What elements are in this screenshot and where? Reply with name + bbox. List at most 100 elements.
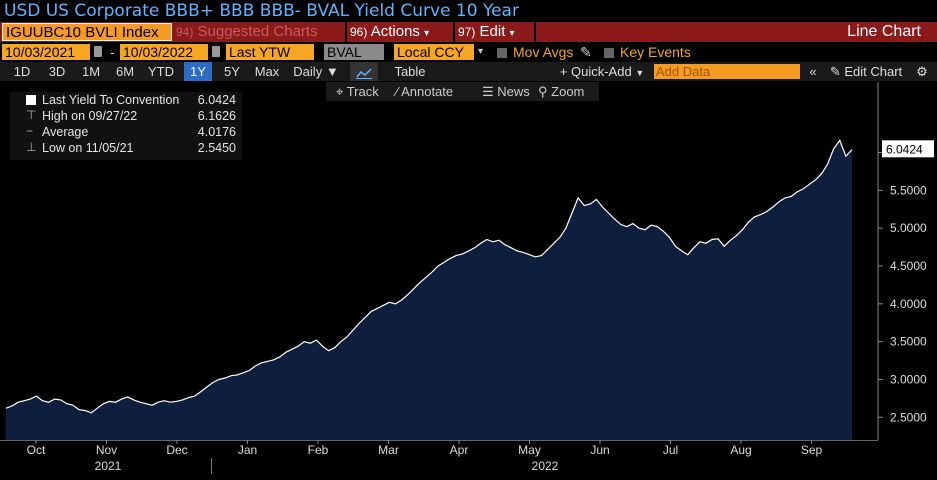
year-label: 2021 <box>95 459 122 473</box>
annotate-button[interactable]: ∕ Annotate <box>396 82 453 101</box>
range-option-3d[interactable]: 3D <box>48 64 66 79</box>
calendar-icon[interactable] <box>212 46 220 57</box>
pencil-icon[interactable]: ✎ <box>580 44 592 60</box>
year-divider <box>211 458 212 474</box>
table-button[interactable]: Table <box>394 64 426 79</box>
zoom-button[interactable]: ⚲ Zoom <box>538 82 584 101</box>
news-label: News <box>497 84 530 99</box>
y-tick-label: 4.5000 <box>890 259 927 273</box>
plus-icon: + <box>559 64 568 79</box>
x-tick-label: Aug <box>730 443 751 457</box>
actions-number: 96) <box>350 25 368 39</box>
x-tick-label: Oct <box>27 443 46 457</box>
high-marker-icon: ⊤ <box>26 108 37 122</box>
series-swatch-icon <box>26 95 36 105</box>
legend-value: 6.1626 <box>197 109 236 123</box>
source-field[interactable]: BVAL <box>324 44 384 60</box>
quick-add-label: Quick-Add <box>570 64 632 79</box>
key-events-checkbox[interactable] <box>604 48 614 58</box>
chart-toolbar: ⌖ Track ∕ Annotate ☰ News ⚲ Zoom <box>326 82 599 101</box>
legend-row-last[interactable]: Last Yield To Convention 6.0424 <box>10 92 242 108</box>
legend-row-average[interactable]: − Average 4.0176 <box>10 124 242 140</box>
edit-number: 97) <box>458 25 476 39</box>
range-option-1d[interactable]: 1D <box>13 64 31 79</box>
y-tick-label: 4.0000 <box>890 297 927 311</box>
menu-separator <box>534 22 536 42</box>
x-tick-label: Sep <box>801 443 823 457</box>
ticker-input[interactable]: IGUUBC10 BVLI Index <box>2 23 172 41</box>
line-chart[interactable]: 2.5000 3.0000 3.5000 4.0000 4.5000 5.0000 5.50… <box>0 82 937 480</box>
legend-value: 6.0424 <box>197 93 236 107</box>
suggested-charts-menu[interactable]: 94) Suggested Charts <box>176 22 318 42</box>
key-events-label[interactable]: Key Events <box>620 44 691 60</box>
range-bar: 1D 3D 1M 6M YTD 1Y 5Y Max Daily ▼ Table + Quick… <box>0 62 937 81</box>
x-tick-label: Nov <box>96 443 117 457</box>
chevron-down-icon[interactable]: ▾ <box>478 46 484 57</box>
line-chart-label: Line Chart <box>847 23 921 40</box>
legend-value: 2.5450 <box>197 141 236 155</box>
currency-selector[interactable]: Local CCY <box>394 44 474 60</box>
y-tick-label: 5.0000 <box>890 221 927 235</box>
chart-type-icon[interactable] <box>350 62 378 81</box>
date-range-dash: - <box>110 44 115 60</box>
add-data-input[interactable]: Add Data <box>654 64 800 79</box>
legend-label: Last Yield To Convention <box>42 93 180 107</box>
start-date-field[interactable]: 10/03/2021 <box>2 44 90 60</box>
x-tick-label: Jul <box>663 443 678 457</box>
actions-menu[interactable]: 96) Actions ▾ <box>350 22 429 42</box>
edit-label: Edit <box>479 23 506 40</box>
news-icon: ☰ <box>482 84 494 99</box>
news-button[interactable]: ☰ News <box>482 82 530 101</box>
chevron-down-icon: ▾ <box>424 28 430 39</box>
legend-label: High on 09/27/22 <box>42 109 138 123</box>
mov-avgs-label[interactable]: Mov Avgs <box>513 44 574 60</box>
last-value-label: 6.0424 <box>886 142 923 156</box>
legend-row-high[interactable]: ⊤ High on 09/27/22 6.1626 <box>10 108 242 124</box>
annotate-label: Annotate <box>401 84 454 99</box>
edit-chart-label: Edit Chart <box>844 64 903 79</box>
parameter-bar: 10/03/2021 - 10/03/2022 Last YTW BVAL Lo… <box>0 43 937 61</box>
x-tick-label: Jun <box>590 443 609 457</box>
end-date-field[interactable]: 10/03/2022 <box>120 44 208 60</box>
edit-chart-button[interactable]: ✎ Edit Chart <box>824 62 908 81</box>
range-option-5y[interactable]: 5Y <box>224 64 240 79</box>
track-button[interactable]: ⌖ Track <box>336 82 379 101</box>
legend-label: Average <box>42 125 89 139</box>
x-tick-label: Mar <box>378 443 399 457</box>
pencil-icon: ✎ <box>829 64 841 79</box>
menu-separator <box>345 22 347 42</box>
collapse-icon[interactable]: « <box>809 64 817 79</box>
chart-legend: Last Yield To Convention 6.0424 ⊤ High o… <box>10 92 242 160</box>
track-label: Track <box>346 84 379 99</box>
title-bar: USD US Corporate BBB+ BBB BBB- BVAL Yiel… <box>0 0 937 22</box>
low-marker-icon: ⊥ <box>26 140 37 154</box>
legend-row-low[interactable]: ⊥ Low on 11/05/21 2.5450 <box>10 140 242 156</box>
mov-avgs-checkbox[interactable] <box>497 48 507 58</box>
period-label: Daily <box>293 64 323 79</box>
range-option-max[interactable]: Max <box>254 64 280 79</box>
range-option-6m[interactable]: 6M <box>115 64 135 79</box>
annotate-icon: ∕ <box>396 84 399 99</box>
period-selector[interactable]: Daily ▼ <box>288 62 344 81</box>
x-tick-label: Dec <box>166 443 187 457</box>
chevron-down-icon: ▾ <box>509 28 515 39</box>
range-option-1y[interactable]: 1Y <box>184 62 212 81</box>
gear-icon[interactable]: ⚙ <box>916 64 928 79</box>
x-tick-label: Apr <box>450 443 469 457</box>
x-tick-label: Feb <box>308 443 329 457</box>
quick-add-button[interactable]: + Quick-Add ▼ <box>552 62 652 81</box>
field-selector[interactable]: Last YTW <box>226 44 314 60</box>
y-tick-label: 5.5000 <box>890 183 927 197</box>
range-option-ytd[interactable]: YTD <box>148 64 174 79</box>
x-tick-label: May <box>518 443 541 457</box>
command-bar: IGUUBC10 BVLI Index 94) Suggested Charts… <box>0 22 937 42</box>
yield-area <box>6 140 852 440</box>
zoom-label: Zoom <box>551 84 585 99</box>
security-title: USD US Corporate BBB+ BBB BBB- BVAL Yiel… <box>4 1 519 21</box>
edit-menu[interactable]: 97) Edit ▾ <box>458 22 515 42</box>
suggested-charts-number: 94) <box>176 25 194 39</box>
range-option-1m[interactable]: 1M <box>81 64 101 79</box>
chevron-down-icon: ▼ <box>635 68 645 78</box>
calendar-icon[interactable] <box>94 46 102 57</box>
yield-line <box>5 139 853 414</box>
